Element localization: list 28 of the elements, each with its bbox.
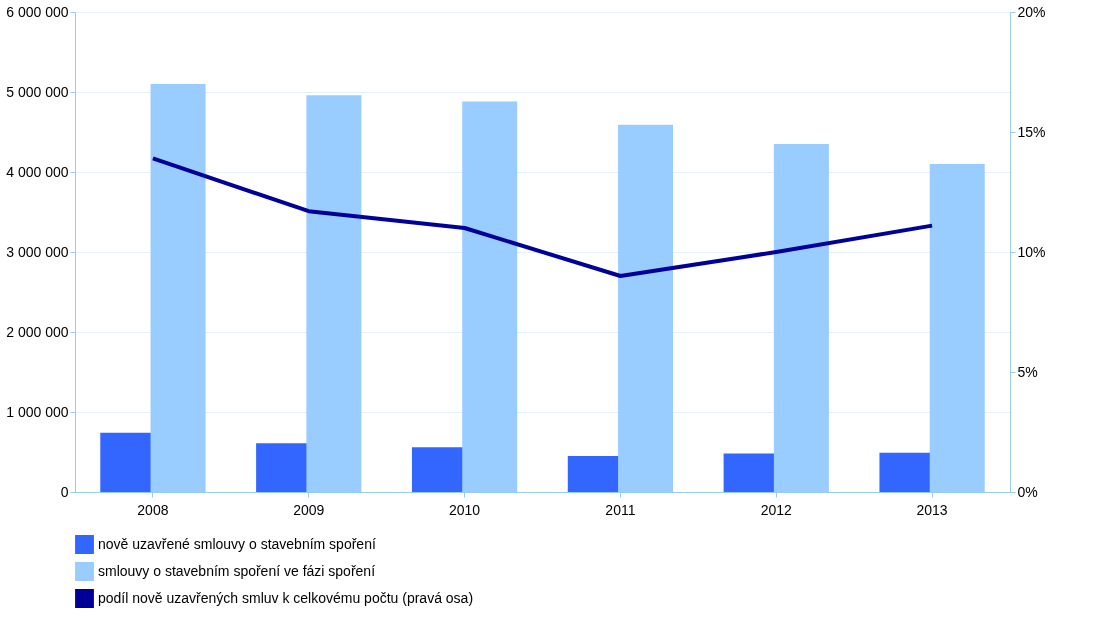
x-tick-label: 2008	[137, 501, 169, 518]
x-tick-label: 2009	[293, 501, 325, 518]
line-series	[150, 156, 935, 278]
y-tick-label: 2 000 000	[6, 323, 69, 340]
y-tick-label: 0	[60, 483, 69, 500]
legend-label: podíl nově uzavřených smluv k celkovému počtu (pravá osa)	[98, 589, 474, 606]
bar	[929, 164, 985, 492]
x-tick-label: 2010	[449, 501, 481, 518]
bar	[462, 101, 518, 492]
y2-tick-label: 0%	[1017, 483, 1038, 500]
y2-tick-label: 15%	[1017, 123, 1046, 140]
y-tick-label: 4 000 000	[6, 163, 69, 180]
legend-label: nově uzavřené smlouvy o stavebním spoření	[98, 535, 376, 552]
y-tick-label: 3 000 000	[6, 243, 69, 260]
y2-tick-label: 10%	[1017, 243, 1046, 260]
y-tick-label: 1 000 000	[6, 403, 69, 420]
x-tick-label: 2011	[605, 501, 636, 518]
bar	[773, 144, 829, 492]
y2-tick-label: 5%	[1017, 363, 1038, 380]
legend-label: smlouvy o stavebním spoření ve fázi spoření	[98, 562, 376, 579]
x-tick-label: 2012	[760, 501, 793, 518]
bar	[618, 124, 674, 492]
bar	[306, 95, 362, 492]
y2-tick-label: 20%	[1017, 3, 1046, 20]
x-tick-label: 2013	[916, 501, 948, 518]
bar	[150, 84, 206, 492]
y-tick-label: 5 000 000	[6, 83, 69, 100]
y-tick-label: 6 000 000	[6, 3, 69, 20]
